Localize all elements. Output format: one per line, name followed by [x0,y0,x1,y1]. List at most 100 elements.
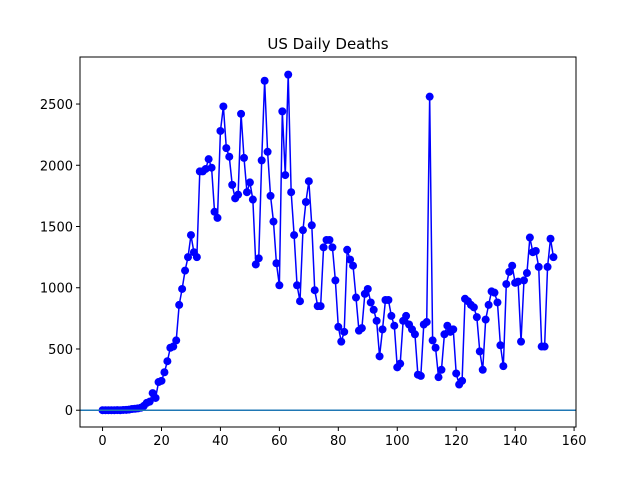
data-point [384,295,393,304]
data-point [396,359,405,368]
data-point [257,156,266,165]
y-tick-label: 2000 [40,159,73,174]
data-point [390,321,399,330]
data-point [301,198,310,207]
data-point [349,261,358,270]
data-point [549,253,558,262]
data-point [346,255,355,264]
data-point [234,190,243,199]
data-point [181,266,190,275]
data-point [328,243,337,252]
data-point [222,144,231,153]
data-point [531,247,540,256]
data-point [219,102,228,111]
data-point [163,357,172,366]
data-point [519,276,528,285]
data-point [207,163,216,172]
data-point [375,352,384,361]
data-point [216,126,225,135]
data-point [469,303,478,312]
data-point [251,260,260,269]
data-point [366,298,375,307]
x-tick-label: 80 [330,434,347,449]
data-point [540,342,549,351]
data-point [372,316,381,325]
data-point [298,226,307,235]
data-point [481,315,490,324]
x-tick-label: 0 [98,434,106,449]
data-point [307,221,316,230]
data-point [369,305,378,314]
y-tick-label: 1500 [40,221,73,236]
data-point [228,180,237,189]
data-point [496,341,505,350]
data-point [458,376,467,385]
data-point [237,109,246,118]
data-point [263,147,272,156]
chart-title: US Daily Deaths [267,35,388,53]
data-point [172,336,181,345]
data-point [319,243,328,252]
data-point [184,253,193,262]
data-point [337,337,346,346]
data-point [499,362,508,371]
data-point [416,371,425,380]
data-point [490,288,499,297]
data-point [493,298,502,307]
data-point [204,155,213,164]
x-tick-label: 140 [503,434,528,449]
data-point [325,235,334,244]
y-tick-label: 2500 [40,98,73,113]
data-point [284,70,293,79]
data-point [157,376,166,385]
data-point [484,300,493,309]
x-tick-label: 100 [385,434,410,449]
data-point [502,280,511,289]
data-point [260,76,269,85]
data-point [472,313,481,322]
y-tick-label: 500 [48,343,73,358]
data-point [428,336,437,345]
data-point [378,325,387,334]
data-point [145,397,154,406]
data-point [186,231,195,240]
data-point [343,245,352,254]
x-tick-label: 60 [271,434,288,449]
data-point [437,365,446,374]
data-point [254,254,263,263]
data-point [434,373,443,382]
data-point [304,177,313,186]
data-point [310,286,319,295]
data-point [431,343,440,352]
data-point [287,188,296,197]
data-point [151,393,160,402]
data-point [272,259,281,268]
data-point [248,195,257,204]
x-tick-label: 120 [444,434,469,449]
y-tick-label: 1000 [40,282,73,297]
data-point [192,253,201,262]
data-point [275,281,284,290]
data-point [387,311,396,320]
data-point [281,171,290,180]
data-point [505,267,514,276]
data-point [225,152,234,161]
data-point [213,213,222,222]
data-point [525,233,534,242]
data-point [443,321,452,330]
data-point [534,262,543,271]
data-point [175,300,184,309]
x-tick-label: 160 [562,434,587,449]
data-point [293,281,302,290]
data-point [475,347,484,356]
data-point [517,337,526,346]
data-point [410,330,419,339]
data-point [240,153,249,162]
data-point [269,217,278,226]
data-point [245,178,254,187]
data-point [334,322,343,331]
data-point [522,269,531,278]
data-point [169,342,178,351]
data-point [351,293,360,302]
data-point [546,234,555,243]
